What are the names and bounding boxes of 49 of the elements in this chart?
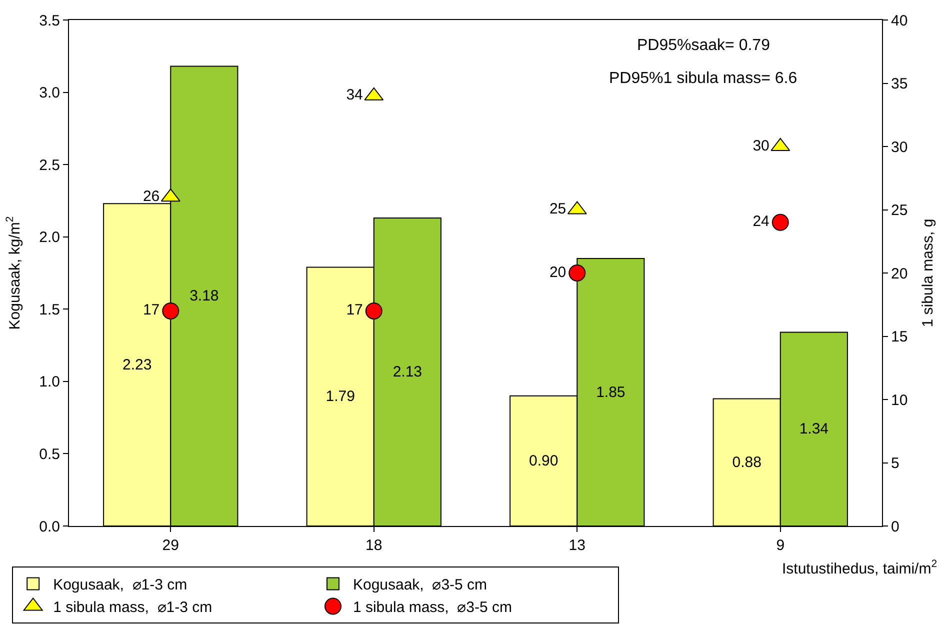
data-label: 0.90 (528, 452, 558, 470)
data-label: 25 (549, 200, 566, 218)
y-tick-label: 3.0 (39, 84, 60, 102)
data-label: 30 (752, 137, 770, 154)
y2-tick-label: 35 (891, 76, 908, 92)
x-tick-label: 9 (776, 537, 785, 554)
x-tick-label: 13 (568, 537, 586, 554)
y-tick-label: 2.5 (39, 156, 60, 174)
point (772, 214, 789, 231)
y2-tick-label: 20 (891, 265, 908, 282)
y2-tick-label: 30 (891, 138, 908, 156)
data-label: 2.23 (122, 356, 152, 374)
y2-tick-label: 5 (891, 455, 900, 472)
data-label: 20 (549, 264, 566, 281)
y-tick-label: 1.5 (39, 301, 60, 318)
data-label: 1.79 (326, 388, 355, 406)
data-label: 26 (142, 188, 160, 205)
y-tick-label: 0.5 (39, 446, 60, 463)
y2-tick-label: 25 (891, 202, 908, 219)
data-label: 0.88 (732, 454, 762, 471)
y-tick-label: 3.5 (39, 12, 60, 30)
legend-label: Kogusaak, ⌀1-3 cm (53, 576, 188, 594)
point (568, 264, 586, 282)
data-label: 2.13 (392, 364, 422, 381)
y2-tick-label: 0 (891, 518, 900, 536)
x-tick-label: 18 (366, 537, 382, 554)
data-label: 17 (346, 302, 363, 319)
data-label: 24 (752, 213, 770, 230)
x-axis-title: Istutustihedus, taimi/m$^{2}$ (782, 558, 938, 578)
annotation: PD95%saak= 0.79 (637, 37, 770, 54)
data-label: 1.34 (799, 420, 829, 438)
data-label: 1.85 (596, 384, 626, 401)
y2-axis-title: 1 sibula mass, g (920, 218, 937, 328)
data-label: 34 (346, 86, 363, 104)
data-label: 3.18 (190, 288, 219, 305)
legend-label: 1 sibula mass, ⌀1-3 cm (53, 599, 212, 616)
legend-label: 1 sibula mass, ⌀3-5 cm (352, 599, 512, 616)
y-tick-label: 1.0 (39, 374, 60, 391)
y2-tick-label: 10 (891, 392, 908, 409)
y2-tick-label: 15 (891, 328, 908, 346)
legend-label: Kogusaak, ⌀3-5 cm (352, 576, 488, 594)
y-tick-label: 2.0 (39, 229, 60, 246)
y2-tick-label: 40 (891, 12, 908, 30)
annotation: PD95%1 sibula mass= 6.6 (609, 70, 798, 87)
data-label: 17 (142, 302, 160, 319)
x-tick-label: 29 (162, 537, 179, 554)
y-tick-label: 0.0 (39, 518, 60, 536)
point (162, 302, 180, 320)
point (365, 302, 382, 320)
